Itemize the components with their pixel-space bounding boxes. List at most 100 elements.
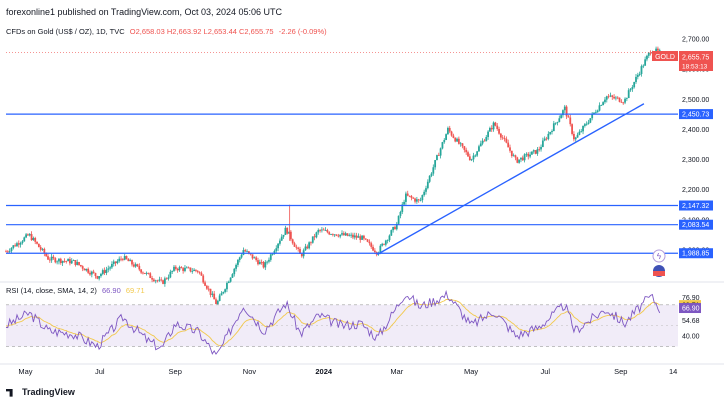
candle-body xyxy=(638,73,641,75)
candle-body xyxy=(580,131,583,133)
candle-body xyxy=(585,123,588,125)
candle-body xyxy=(602,102,605,106)
tradingview-logo[interactable]: TradingView xyxy=(6,387,75,397)
candle-body xyxy=(280,236,283,241)
candle-body xyxy=(426,181,429,189)
candle-body xyxy=(622,102,625,104)
candle-body xyxy=(361,235,363,240)
candle-body xyxy=(125,256,128,260)
candle-body xyxy=(501,137,504,139)
candle-body xyxy=(366,239,369,242)
candle-body xyxy=(123,256,126,260)
candle-body xyxy=(238,257,241,261)
candle-body xyxy=(640,66,643,74)
candle-body xyxy=(596,110,599,113)
candle-body xyxy=(552,123,555,132)
time-tick-label: Jul xyxy=(541,367,551,376)
trend-line[interactable] xyxy=(376,103,645,256)
candle-body xyxy=(490,127,493,130)
candle-body xyxy=(512,155,515,157)
candle-body xyxy=(441,142,444,149)
candle-body xyxy=(399,211,402,216)
candle-body xyxy=(116,261,119,264)
candle-body xyxy=(607,96,610,98)
candle-body xyxy=(423,191,426,196)
candle-body xyxy=(503,138,506,139)
candle-body xyxy=(403,201,405,205)
candle-body xyxy=(532,150,535,152)
candle-body xyxy=(266,261,269,263)
candle-body xyxy=(19,242,22,245)
candle-body xyxy=(478,146,480,152)
candle-body xyxy=(494,122,497,126)
candle-body xyxy=(269,254,272,260)
candle-body xyxy=(191,271,194,272)
candle-body xyxy=(196,270,199,272)
candle-body xyxy=(258,261,261,265)
candle-body xyxy=(107,268,110,270)
candle-body xyxy=(132,264,135,267)
candle-body xyxy=(111,263,113,268)
candle-body xyxy=(658,50,661,52)
candle-body xyxy=(350,234,353,236)
candle-body xyxy=(70,260,73,264)
candle-body xyxy=(268,259,270,262)
candle-body xyxy=(412,197,415,199)
candle-body xyxy=(496,125,499,129)
candle-body xyxy=(414,198,416,202)
candle-body xyxy=(158,279,161,281)
rsi-value-tag: 66.90 xyxy=(682,306,700,313)
candle-body xyxy=(25,234,27,238)
candle-body xyxy=(611,95,614,97)
candle-body xyxy=(589,118,592,123)
candle-body xyxy=(439,148,442,156)
candle-body xyxy=(322,229,325,231)
candle-body xyxy=(507,142,510,148)
candle-body xyxy=(657,48,659,51)
price-change: -2.26 (-0.09%) xyxy=(278,27,327,36)
candle-body xyxy=(498,128,500,134)
candle-body xyxy=(472,155,475,160)
candle-body xyxy=(487,131,489,138)
candle-body xyxy=(474,155,477,157)
flag-icons[interactable]: ϟ xyxy=(652,249,666,277)
last-price-box xyxy=(679,51,713,71)
tradingview-logo-icon xyxy=(6,388,13,397)
price-pane[interactable] xyxy=(0,46,724,305)
candle-body xyxy=(565,106,568,117)
candle-body xyxy=(103,270,106,274)
candle-body xyxy=(390,230,393,236)
candle-body xyxy=(136,264,139,266)
candle-body xyxy=(247,251,250,254)
candle-body xyxy=(48,259,51,261)
publisher-header: forexonline1 published on TradingView.co… xyxy=(6,7,283,17)
candle-body xyxy=(279,240,281,244)
candle-body xyxy=(257,260,259,265)
candle-body xyxy=(200,272,203,276)
rsi-value: 66.90 xyxy=(101,286,121,295)
rsi-pane[interactable] xyxy=(5,289,678,355)
time-axis: May Jul Sep Nov 2024 Mar May Jul Sep 14 xyxy=(0,363,724,376)
candle-body xyxy=(368,241,371,244)
rsi-tick-label: 40.00 xyxy=(682,334,700,341)
candle-body xyxy=(631,87,634,90)
candle-body xyxy=(527,153,530,157)
candle-body xyxy=(328,232,331,235)
candle-body xyxy=(335,234,338,236)
candle-body xyxy=(609,95,612,97)
candle-body xyxy=(174,266,177,269)
candle-body xyxy=(432,167,435,174)
candle-body xyxy=(205,285,208,289)
candle-body xyxy=(339,234,342,237)
candle-body xyxy=(284,227,287,235)
candle-body xyxy=(222,291,225,294)
candle-body xyxy=(304,246,307,251)
candle-body xyxy=(636,74,639,77)
candle-body xyxy=(271,254,274,255)
candle-body xyxy=(489,127,491,132)
candle-body xyxy=(616,97,619,99)
lightning-event-icon[interactable] xyxy=(652,249,666,263)
candle-body xyxy=(348,235,351,237)
candle-body xyxy=(129,260,132,262)
